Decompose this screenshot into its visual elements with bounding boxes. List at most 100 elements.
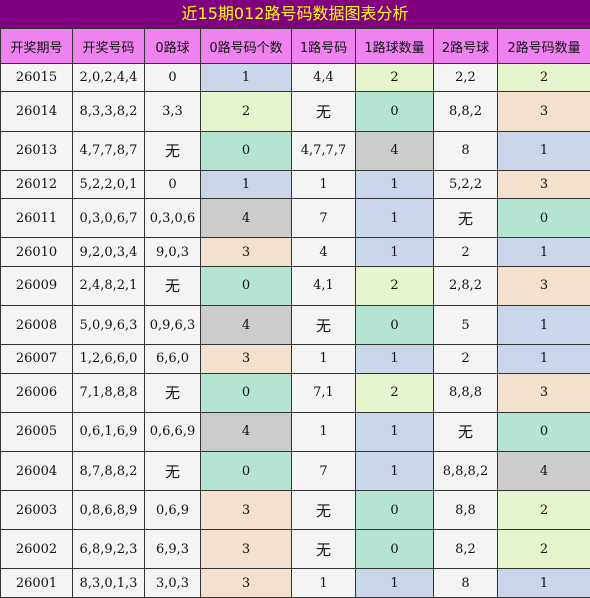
route2-balls-cell: 2 (433, 237, 498, 267)
period-cell: 26014 (0, 91, 73, 132)
numbers-cell: 5,0,9,6,3 (72, 305, 145, 346)
route2-count-cell: 3 (497, 91, 590, 132)
table-row: 26010 9,2,0,3,4 9,0,3 3 4 1 2 1 (0, 237, 590, 267)
route2-count-cell: 1 (497, 568, 590, 598)
period-cell: 26008 (0, 305, 73, 346)
header-route2-balls: 2路号球 (433, 28, 498, 64)
header-route1-count: 1路球数量 (355, 28, 434, 64)
route2-balls-cell: 5,2,2 (433, 169, 498, 200)
table-row: 26008 5,0,9,6,3 0,9,6,3 4 无 0 5 1 (0, 305, 590, 346)
route1-numbers-cell: 4,1 (291, 265, 356, 307)
route0-count-cell: 3 (200, 568, 292, 598)
route0-balls-cell: 0,9,6,3 (144, 305, 201, 346)
route1-count-cell: 1 (355, 169, 434, 200)
route0-count-cell: 1 (200, 169, 292, 200)
header-route0-balls: 0路球 (144, 28, 201, 64)
route0-balls-cell: 0 (144, 62, 201, 93)
numbers-cell: 5,2,2,0,1 (72, 169, 145, 200)
route2-balls-cell: 8 (433, 130, 498, 171)
route2-balls-cell: 2 (433, 344, 498, 374)
period-cell: 26015 (0, 62, 73, 93)
route2-balls-cell: 8,8,8,2 (433, 450, 498, 492)
route2-count-cell: 2 (497, 490, 590, 531)
header-row: 开奖期号 开奖号码 0路球 0路号码个数 1路号码 1路球数量 2路号球 2路号… (0, 28, 590, 64)
header-route1-numbers: 1路号码 (291, 28, 356, 64)
route0-balls-cell: 9,0,3 (144, 237, 201, 267)
route2-count-cell: 2 (497, 62, 590, 93)
route1-numbers-cell: 1 (291, 568, 356, 598)
route2-balls-cell: 8,8,2 (433, 91, 498, 132)
period-cell: 26013 (0, 130, 73, 171)
route0-count-cell: 3 (200, 344, 292, 374)
table-row: 26001 8,3,0,1,3 3,0,3 3 1 1 8 1 (0, 568, 590, 598)
route2-balls-cell: 8,2 (433, 529, 498, 570)
table-row: 26014 8,3,3,8,2 3,3 2 无 0 8,8,2 3 (0, 91, 590, 132)
route1-numbers-cell: 无 (291, 91, 356, 132)
numbers-cell: 4,7,7,8,7 (72, 130, 145, 171)
route0-balls-cell: 无 (144, 130, 201, 171)
route0-balls-cell: 6,6,0 (144, 344, 201, 374)
route0-count-cell: 3 (200, 490, 292, 531)
route0-balls-cell: 3,3 (144, 91, 201, 132)
route2-count-cell: 0 (497, 198, 590, 239)
route1-count-cell: 1 (355, 237, 434, 267)
numbers-cell: 2,0,2,4,4 (72, 62, 145, 93)
table-row: 26002 6,8,9,2,3 6,9,3 3 无 0 8,2 2 (0, 529, 590, 570)
route0-count-cell: 0 (200, 450, 292, 492)
header-route2-count: 2路号码数量 (497, 28, 590, 64)
route2-count-cell: 4 (497, 450, 590, 492)
route2-count-cell: 3 (497, 265, 590, 307)
numbers-cell: 8,7,8,8,2 (72, 450, 145, 492)
route1-count-cell: 1 (355, 450, 434, 492)
route2-count-cell: 3 (497, 372, 590, 413)
route1-count-cell: 1 (355, 411, 434, 452)
period-cell: 26004 (0, 450, 73, 492)
table-row: 26003 0,8,6,8,9 0,6,9 3 无 0 8,8 2 (0, 490, 590, 531)
route1-count-cell: 1 (355, 198, 434, 239)
route0-count-cell: 4 (200, 305, 292, 346)
route2-balls-cell: 5 (433, 305, 498, 346)
route1-numbers-cell: 7 (291, 450, 356, 492)
route1-numbers-cell: 1 (291, 169, 356, 200)
route0-balls-cell: 0,3,0,6 (144, 198, 201, 239)
route2-count-cell: 2 (497, 529, 590, 570)
period-cell: 26003 (0, 490, 73, 531)
route0-balls-cell: 0,6,9 (144, 490, 201, 531)
numbers-cell: 7,1,8,8,8 (72, 372, 145, 413)
route1-count-cell: 0 (355, 305, 434, 346)
table-row: 26009 2,4,8,2,1 无 0 4,1 2 2,8,2 3 (0, 265, 590, 307)
route1-numbers-cell: 4,7,7,7 (291, 130, 356, 171)
route1-numbers-cell: 无 (291, 305, 356, 346)
numbers-cell: 8,3,3,8,2 (72, 91, 145, 132)
period-cell: 26005 (0, 411, 73, 452)
route0-balls-cell: 6,9,3 (144, 529, 201, 570)
route0-count-cell: 4 (200, 198, 292, 239)
route1-numbers-cell: 4,4 (291, 62, 356, 93)
route0-balls-cell: 无 (144, 265, 201, 307)
header-period: 开奖期号 (0, 28, 73, 64)
period-cell: 26006 (0, 372, 73, 413)
route1-numbers-cell: 7 (291, 198, 356, 239)
route2-balls-cell: 8 (433, 568, 498, 598)
numbers-cell: 6,8,9,2,3 (72, 529, 145, 570)
route1-numbers-cell: 无 (291, 490, 356, 531)
table-row: 26012 5,2,2,0,1 0 1 1 1 5,2,2 3 (0, 169, 590, 200)
route1-numbers-cell: 4 (291, 237, 356, 267)
route0-balls-cell: 0 (144, 169, 201, 200)
analysis-table: 开奖期号 开奖号码 0路球 0路号码个数 1路号码 1路球数量 2路号球 2路号… (0, 28, 590, 598)
numbers-cell: 0,3,0,6,7 (72, 198, 145, 239)
route0-count-cell: 0 (200, 130, 292, 171)
table-row: 26004 8,7,8,8,2 无 0 7 1 8,8,8,2 4 (0, 450, 590, 492)
route1-count-cell: 0 (355, 529, 434, 570)
route2-balls-cell: 8,8,8 (433, 372, 498, 413)
route2-balls-cell: 8,8 (433, 490, 498, 531)
period-cell: 26009 (0, 265, 73, 307)
route1-count-cell: 1 (355, 568, 434, 598)
period-cell: 26011 (0, 198, 73, 239)
route1-numbers-cell: 无 (291, 529, 356, 570)
numbers-cell: 1,2,6,6,0 (72, 344, 145, 374)
header-route0-count: 0路号码个数 (200, 28, 292, 64)
table-row: 26005 0,6,1,6,9 0,6,6,9 4 1 1 无 0 (0, 411, 590, 452)
route2-count-cell: 1 (497, 305, 590, 346)
numbers-cell: 9,2,0,3,4 (72, 237, 145, 267)
